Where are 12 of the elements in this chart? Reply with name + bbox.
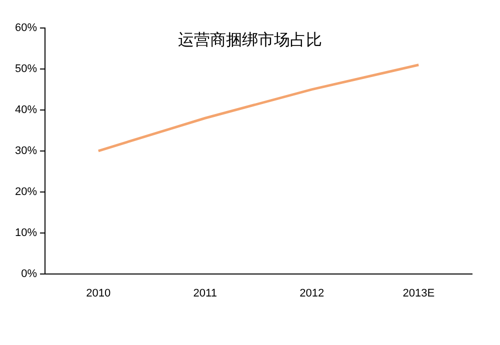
- x-tick-label: 2013E: [402, 287, 435, 300]
- x-tick-label: 2012: [300, 287, 324, 300]
- y-tick-label: 50%: [14, 63, 38, 75]
- x-tick-label: 2011: [193, 287, 217, 300]
- chart-title: 运营商捆绑市场占比: [178, 30, 322, 49]
- y-tick-label: 30%: [14, 144, 38, 157]
- y-tick-label: 0%: [21, 268, 38, 280]
- y-tick-label: 40%: [14, 104, 38, 116]
- y-tick-label: 20%: [14, 186, 38, 198]
- x-tick-label: 2010: [86, 287, 111, 300]
- y-tick-label: 60%: [14, 22, 38, 34]
- y-tick-label: 10%: [14, 226, 38, 239]
